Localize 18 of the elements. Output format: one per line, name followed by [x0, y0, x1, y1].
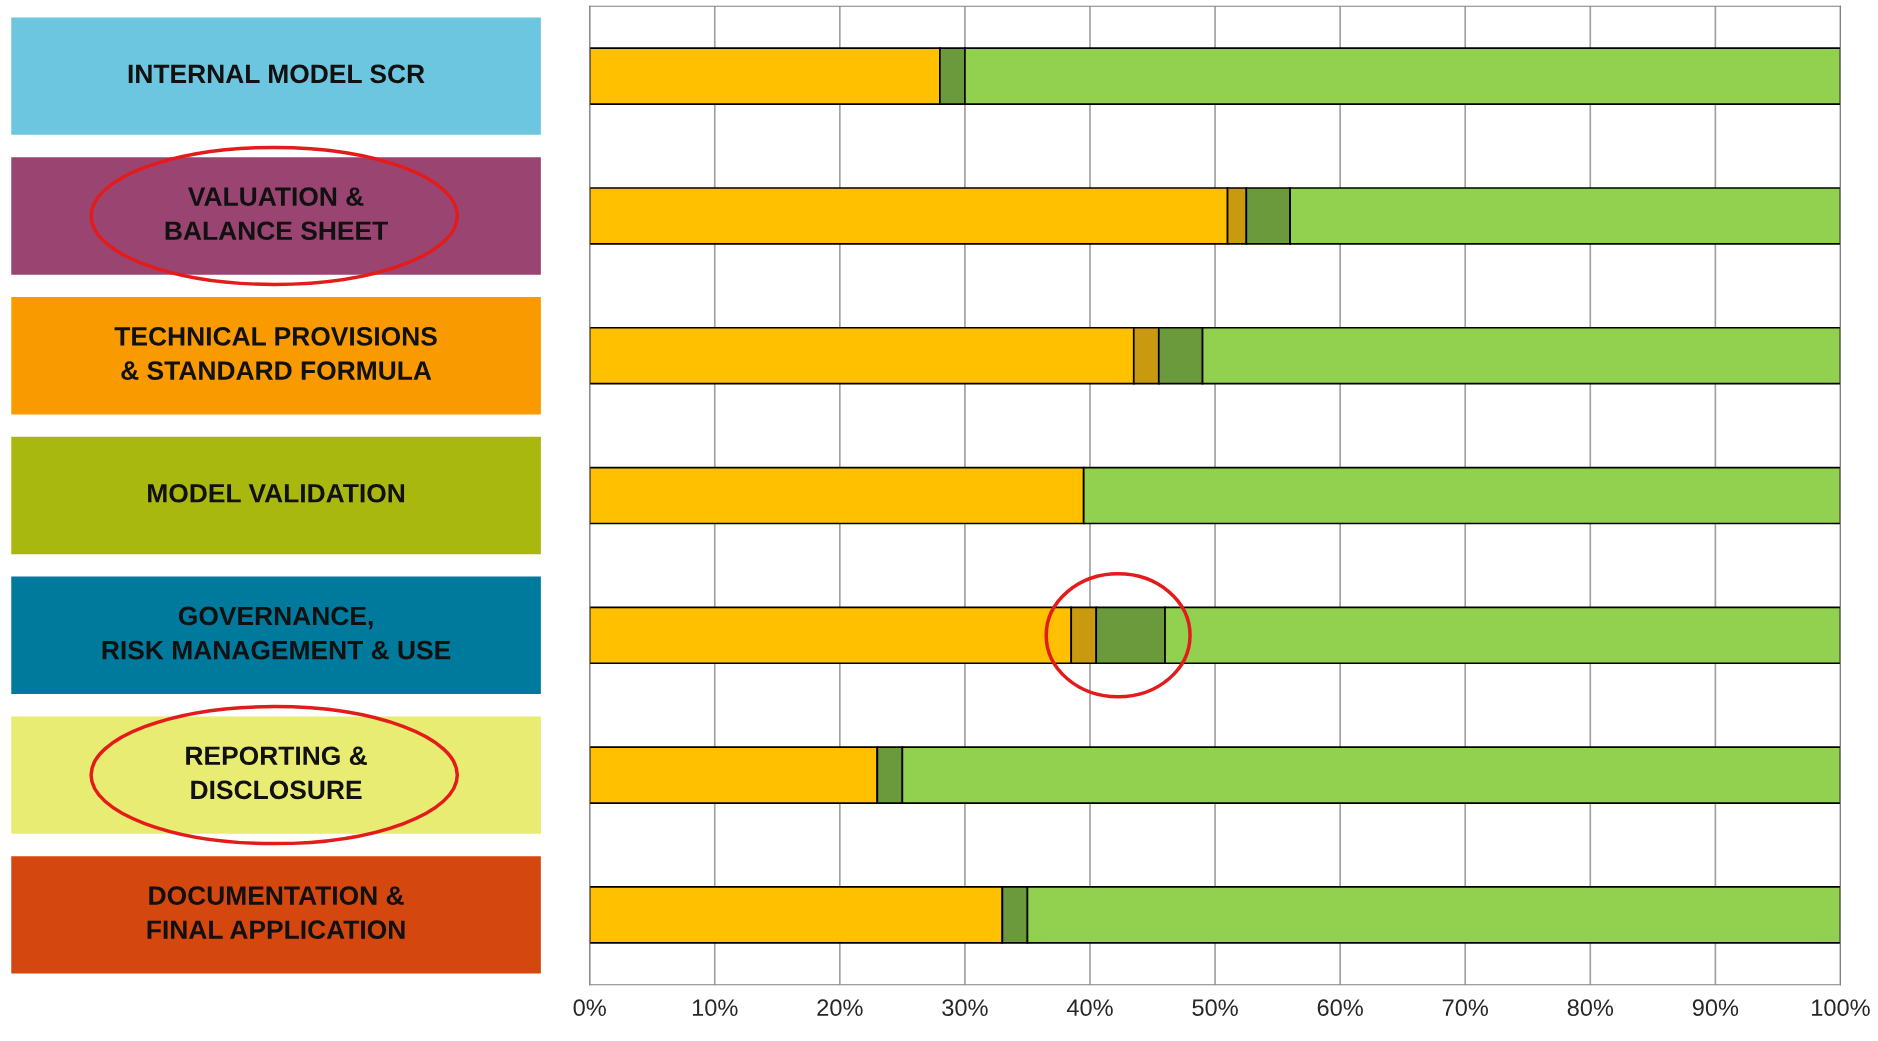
- x-tick-label: 50%: [1192, 999, 1238, 1017]
- x-tick-label: 60%: [1317, 999, 1363, 1017]
- x-tick-label: 30%: [942, 999, 988, 1017]
- x-tick-label: 20%: [817, 999, 863, 1017]
- y-tick-label: REPORTING & DISCLOSURE: [186, 746, 367, 800]
- x-tick-label: 90%: [1692, 999, 1739, 1017]
- y-tick-label: TECHNICAL PROVISIONS & STANDARD FORMULA: [114, 327, 437, 380]
- x-tick-label: 100%: [1812, 999, 1870, 1017]
- y-tick-label: DOCUMENTATION & FINAL APPLICATION: [147, 886, 405, 940]
- x-tick-label: 10%: [692, 999, 738, 1017]
- x-tick-label: 40%: [1066, 999, 1113, 1017]
- x-tick-label: 70%: [1442, 999, 1488, 1017]
- x-tick-label: 80%: [1567, 999, 1614, 1017]
- y-tick-label: VALUATION & BALANCE SHEET: [165, 187, 388, 241]
- y-tick-label: GOVERNANCE, RISK MANAGEMENT & USE: [102, 606, 451, 660]
- y-tick-label: INTERNAL MODEL SCR: [128, 64, 425, 84]
- x-tick-label: 0%: [573, 999, 606, 1017]
- y-tick-label: MODEL VALIDATION: [148, 483, 405, 503]
